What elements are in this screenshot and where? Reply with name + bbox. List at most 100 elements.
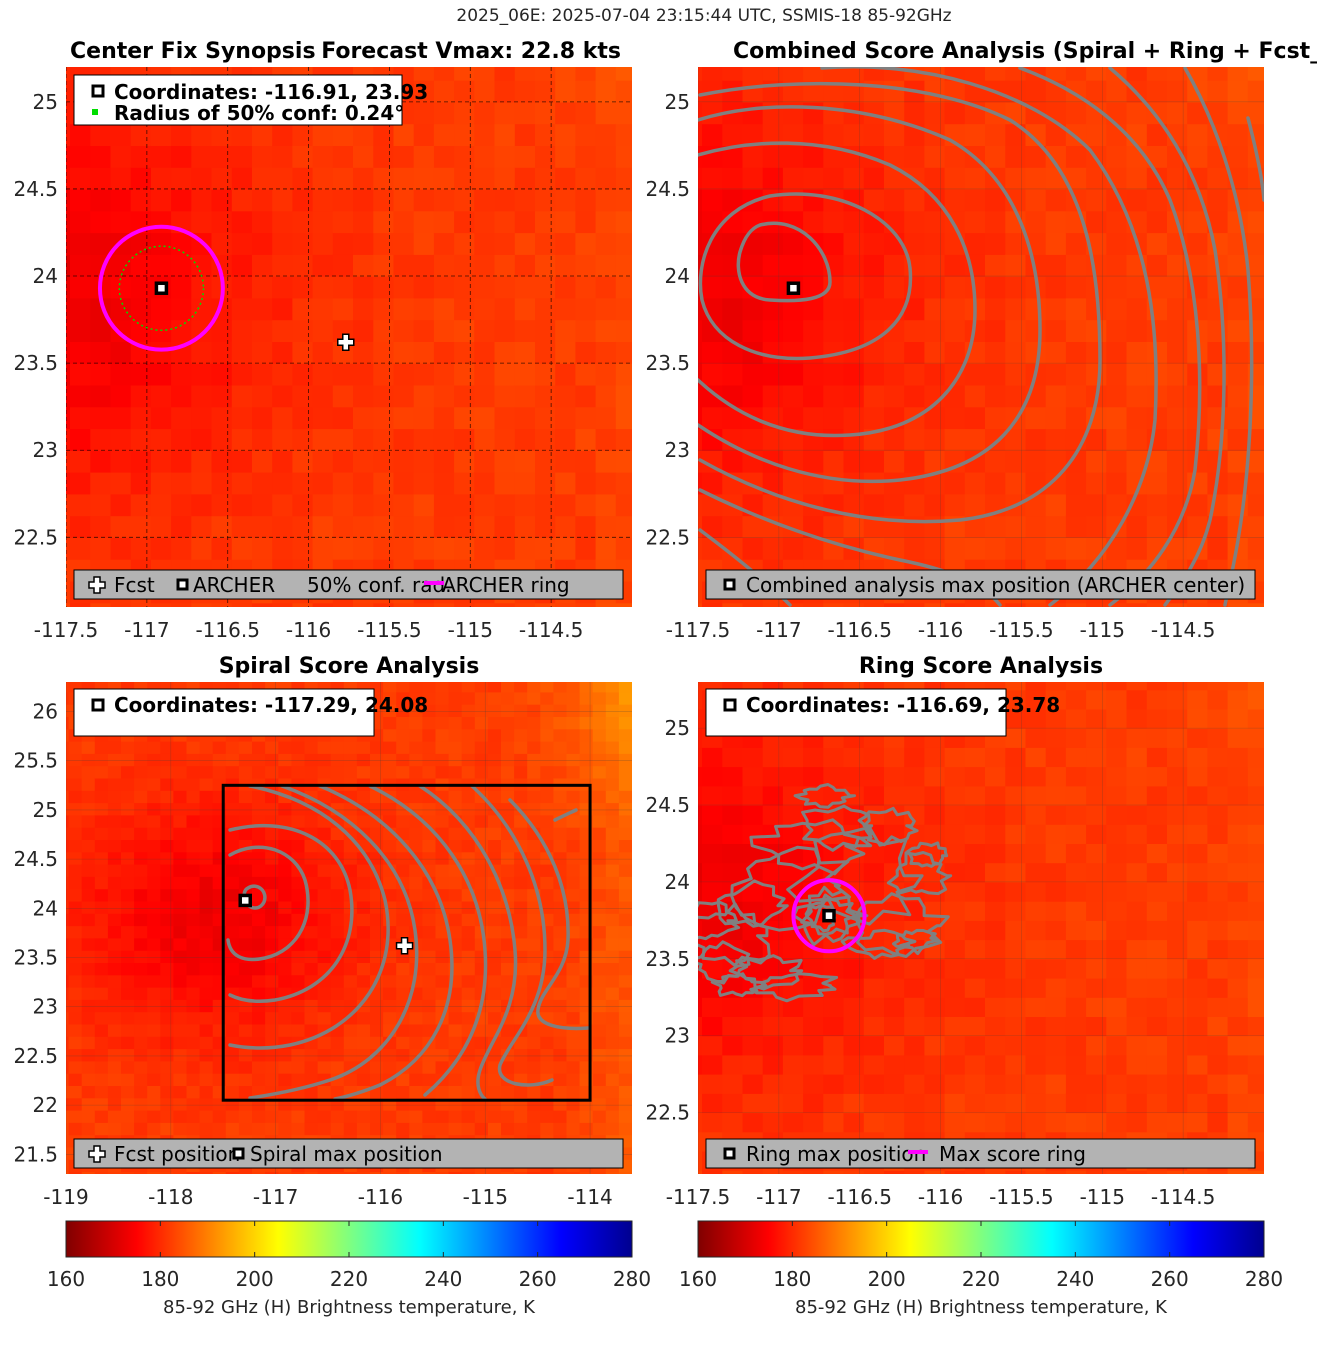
legend-combined-max-label: Combined analysis max position (ARCHER c…	[746, 573, 1245, 597]
synopsis-coordinates: Coordinates: -116.91, 23.93	[114, 80, 428, 104]
combined-contour	[1246, 116, 1264, 202]
combined-title: Combined Score Analysis (Spiral + Ring +…	[733, 39, 1317, 64]
synopsis-x-tick-label: -115	[448, 618, 493, 642]
combined-contours	[698, 67, 1264, 607]
synopsis-x-tick-label: -115.5	[357, 618, 421, 642]
spiral-contours	[226, 784, 590, 1101]
spiral-x-tick-label: -116	[358, 1185, 403, 1209]
ring-title: Ring Score Analysis	[859, 654, 1103, 679]
legend-spiral-fcst-icon	[88, 1145, 106, 1163]
ring-marks	[791, 878, 867, 954]
combined-x-tick-label: -117	[756, 618, 801, 642]
ring-contour	[728, 954, 804, 991]
colorbar-tick-label: 180	[141, 1267, 179, 1291]
ring-x-tick-label: -115.5	[989, 1185, 1053, 1209]
synopsis-y-ticks: 22.5 23 23.5 24 24.5 25	[13, 90, 58, 549]
synopsis-y-tick-label: 24	[33, 264, 58, 288]
colorbar-left-label: 85-92 GHz (H) Brightness temperature, K	[163, 1297, 536, 1318]
synopsis-marks	[97, 224, 355, 352]
spiral-max-position-marker	[238, 893, 252, 908]
colorbar-right-label: 85-92 GHz (H) Brightness temperature, K	[795, 1297, 1168, 1318]
synopsis-y-tick-label: 25	[33, 90, 58, 114]
colorbar-right: 160 180 200 220 240 260 280 85-92 GHz (H) Brig…	[679, 1220, 1283, 1318]
ring-x-tick-label: -117.5	[666, 1185, 730, 1209]
colorbar-left-ticks: 160 180 200 220 240 260 280	[47, 1221, 651, 1291]
synopsis-archer-center-marker	[154, 281, 169, 295]
spiral-y-tick-label: 26	[33, 700, 58, 724]
colorbar-tick-label: 160	[679, 1267, 717, 1291]
spiral-contour	[226, 845, 310, 962]
combined-max-position-marker	[786, 281, 801, 295]
combined-y-tick-label: 24	[665, 264, 690, 288]
center-marker-square	[786, 281, 801, 295]
legend-fcst-label: Fcst	[114, 573, 155, 597]
legend-spiral-max-label: Spiral max position	[250, 1142, 443, 1166]
synopsis-grid	[66, 67, 632, 607]
panel-synopsis: Center Fix Synopsis Forecast Vmax: 22.8 …	[13, 39, 632, 642]
spiral-coordinates: Coordinates: -117.29, 24.08	[114, 693, 428, 717]
legend-spiral-max-icon	[232, 1147, 245, 1160]
spiral-y-tick-label: 24	[33, 896, 58, 920]
panel-combined: Combined Score Analysis (Spiral + Ring +…	[645, 39, 1317, 642]
spiral-contour	[470, 784, 554, 1087]
spiral-y-tick-label: 25	[33, 798, 58, 822]
ring-contour	[906, 841, 949, 868]
spiral-legend: Fcst position Spiral max position	[73, 1138, 624, 1169]
ring-contour	[730, 845, 851, 932]
legend-ring-ring-label: Max score ring	[939, 1142, 1086, 1166]
combined-marks	[786, 281, 801, 295]
spiral-contour	[318, 784, 454, 1101]
legend-archer-label: ARCHER	[193, 573, 275, 597]
legend-fcst-icon	[88, 576, 106, 594]
combined-contour	[820, 67, 1158, 607]
synopsis-forecast-marker	[337, 333, 355, 351]
spiral-y-ticks: 21.5 22 22.5 23 23.5 24 24.5 25 25.5 26	[13, 700, 58, 1167]
combined-x-tick-label: -116	[918, 618, 963, 642]
ring-contours	[698, 783, 953, 1003]
colorbar-right-ticks: 160 180 200 220 240 260 280	[679, 1221, 1283, 1291]
colorbar-tick-label: 220	[330, 1267, 368, 1291]
synopsis-y-tick-label: 23.5	[13, 351, 58, 375]
ring-info-box: Coordinates: -116.69, 23.78	[705, 688, 1060, 737]
combined-heatmap	[698, 67, 1264, 607]
colorbar-tick-label: 220	[962, 1267, 1000, 1291]
colorbar-tick-label: 260	[1151, 1267, 1189, 1291]
colorbar-tick-label: 240	[1056, 1267, 1094, 1291]
spiral-title: Spiral Score Analysis	[219, 654, 480, 679]
synopsis-x-ticks: -117.5 -117 -116.5 -116 -115.5 -115 -114.5	[34, 618, 584, 642]
ring-x-ticks: -117.5 -117 -116.5 -116 -115.5 -115 -114.5	[666, 1185, 1216, 1209]
ring-x-tick-label: -117	[756, 1185, 801, 1209]
synopsis-x-tick-label: -116	[286, 618, 331, 642]
colorbar-tick-label: 240	[424, 1267, 462, 1291]
synopsis-archer-ring	[97, 224, 225, 352]
ring-max-score-ring	[791, 878, 867, 954]
synopsis-radius-50pct: Radius of 50% conf: 0.24°	[114, 101, 404, 125]
center-marker-square	[154, 281, 169, 295]
ring-contour	[857, 806, 919, 847]
synopsis-title-right: Forecast Vmax: 22.8 kts	[321, 39, 621, 64]
legend-ring-max-icon	[723, 1147, 736, 1160]
combined-y-ticks: 22.5 23 23.5 24 24.5 25	[645, 90, 690, 549]
colorbar-tick-label: 200	[236, 1267, 274, 1291]
synopsis-x-tick-label: -117.5	[34, 618, 98, 642]
spiral-contour	[553, 808, 578, 822]
ring-contour	[892, 928, 941, 956]
synopsis-legend: Fcst ARCHER 50% conf. rad. ARCHER ring	[73, 569, 624, 600]
combined-x-tick-label: -115.5	[989, 618, 1053, 642]
spiral-y-tick-label: 25.5	[13, 749, 58, 773]
center-marker-square	[238, 893, 252, 908]
spiral-contour	[368, 784, 488, 1097]
spiral-x-tick-label: -118	[148, 1185, 193, 1209]
ring-contour	[793, 783, 856, 809]
ring-y-tick-label: 22.5	[645, 1101, 690, 1125]
combined-contour	[736, 221, 832, 303]
colorbar-right-gradient	[697, 1220, 1265, 1258]
spiral-y-tick-label: 22.5	[13, 1044, 58, 1068]
ring-contour	[698, 900, 741, 941]
synopsis-y-tick-label: 24.5	[13, 177, 58, 201]
spiral-marks	[238, 893, 414, 955]
combined-x-tick-label: -116.5	[827, 618, 891, 642]
figure-suptitle: 2025_06E: 2025-07-04 23:15:44 UTC, SSMIS…	[456, 6, 951, 26]
spiral-contour	[418, 784, 518, 1101]
